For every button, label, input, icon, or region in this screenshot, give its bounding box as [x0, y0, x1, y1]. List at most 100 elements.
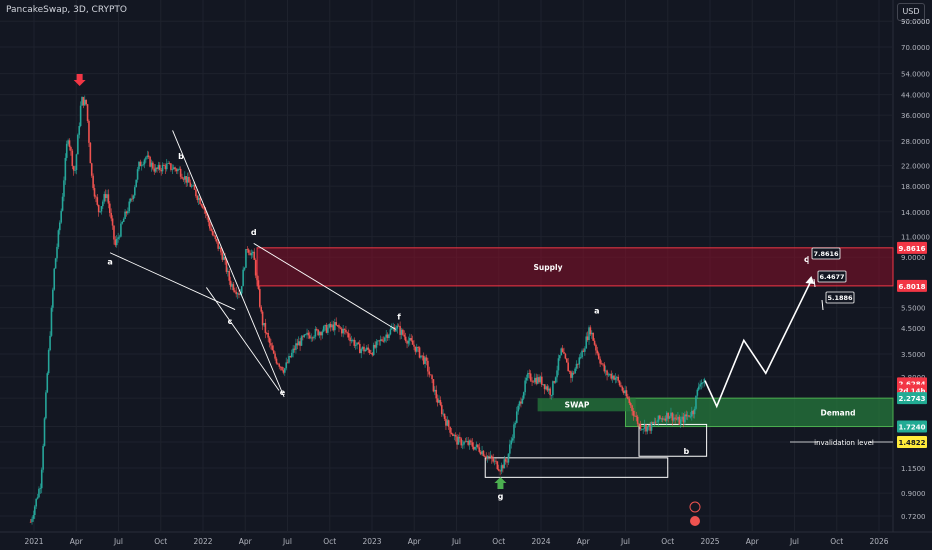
candle-body [342, 329, 344, 333]
candle-body [681, 417, 683, 420]
candle-body [659, 416, 661, 419]
candle-body [372, 353, 374, 355]
candle-body [669, 416, 671, 418]
candle-body [353, 340, 355, 346]
candle-body [577, 364, 579, 365]
price-axis[interactable]: 90.0000 70.0000 54.0000 44.0000 36.0000 28.00… [897, 18, 930, 521]
candle-body [584, 348, 586, 351]
x-tick-label: Jul [113, 537, 123, 546]
x-tick-label: Apr [408, 537, 422, 546]
candle-body [167, 163, 169, 164]
candle-body [691, 411, 693, 417]
candle-body [416, 347, 418, 352]
candle-body [142, 164, 144, 165]
candle-body [573, 373, 575, 374]
candle-body [466, 441, 468, 442]
candle-body [506, 462, 508, 463]
candle-body [96, 197, 98, 205]
candle-body [65, 158, 67, 180]
candle-body [422, 356, 424, 357]
candle-body [538, 377, 540, 382]
candle-body [605, 370, 607, 371]
candle-body [412, 341, 414, 345]
candle-body [369, 350, 371, 353]
candle-body [620, 385, 622, 387]
candle-body [241, 286, 243, 293]
candle-body [627, 396, 629, 398]
candle-body [242, 270, 244, 287]
candle-body [445, 419, 447, 426]
candle-body [626, 390, 628, 396]
candle-body [263, 323, 265, 325]
candle-body [581, 351, 583, 358]
y-tick-label: 4.5000 [901, 325, 926, 333]
candle-body [88, 121, 90, 143]
candle-body [462, 445, 464, 446]
candle-body [433, 379, 435, 391]
candle-body [290, 356, 292, 357]
x-tick-label: Oct [323, 537, 336, 546]
price-label: 9.8616 [898, 245, 925, 253]
candle-body [469, 440, 471, 444]
candle-body [499, 471, 501, 472]
zones-layer: Supply Demand SWAP [257, 248, 893, 427]
y-tick-label: 1.1500 [901, 465, 926, 473]
candle-body [48, 350, 50, 373]
candle-body [331, 325, 333, 328]
candle-body [348, 333, 350, 337]
candle-body [117, 237, 119, 239]
invalidation-label: invalidation level [814, 439, 874, 447]
candle-body [149, 157, 151, 167]
candle-body [46, 373, 48, 392]
candle-body [237, 293, 239, 294]
candle-body [126, 212, 128, 214]
candle-body [374, 345, 376, 348]
candle-body [551, 395, 553, 396]
candle-body [406, 341, 408, 344]
price-label: 2.2743 [898, 395, 925, 403]
candle-body [163, 165, 165, 166]
candle-body [595, 345, 597, 351]
candle-body [359, 344, 361, 353]
wave-label-b: b [683, 447, 689, 456]
flag-icon[interactable] [690, 516, 700, 526]
candle-body [155, 168, 157, 172]
candle-body [528, 373, 530, 374]
candle-body [647, 427, 649, 432]
candle-body [60, 211, 62, 223]
candle-body [656, 422, 658, 423]
candle-body [266, 333, 268, 334]
candle-body [574, 369, 576, 374]
candle-body [148, 156, 150, 157]
candle-body [385, 335, 387, 338]
candle-body [677, 417, 679, 420]
candle-body [665, 419, 667, 421]
candle-body [306, 333, 308, 335]
candle-body [609, 374, 611, 375]
lightning-icon[interactable] [690, 502, 700, 512]
wave-label-d: d [251, 228, 257, 237]
candle-body [467, 441, 469, 445]
candle-body [262, 312, 264, 326]
candle-body [109, 204, 111, 213]
y-tick-label: 9.0000 [901, 254, 926, 262]
candle-body [424, 357, 426, 364]
time-axis[interactable]: 2021 Apr Jul Oct 2022 Apr Jul Oct 2023 Apr Jul Oct 2… [24, 537, 888, 546]
candle-body [640, 424, 642, 429]
candle-body [233, 284, 235, 290]
candle-body [481, 451, 483, 454]
zone-supply [257, 248, 893, 286]
candle-body [634, 416, 636, 417]
candle-body [213, 235, 215, 236]
candle-body [103, 194, 105, 202]
candle-body [169, 163, 171, 164]
candle-body [228, 271, 230, 281]
currency-button[interactable]: USD [897, 3, 925, 21]
candle-body [630, 403, 632, 405]
candle-body [585, 336, 587, 348]
candle-body [230, 281, 232, 287]
projection-path [705, 280, 811, 406]
candle-body [673, 418, 675, 421]
candle-body [663, 419, 665, 420]
